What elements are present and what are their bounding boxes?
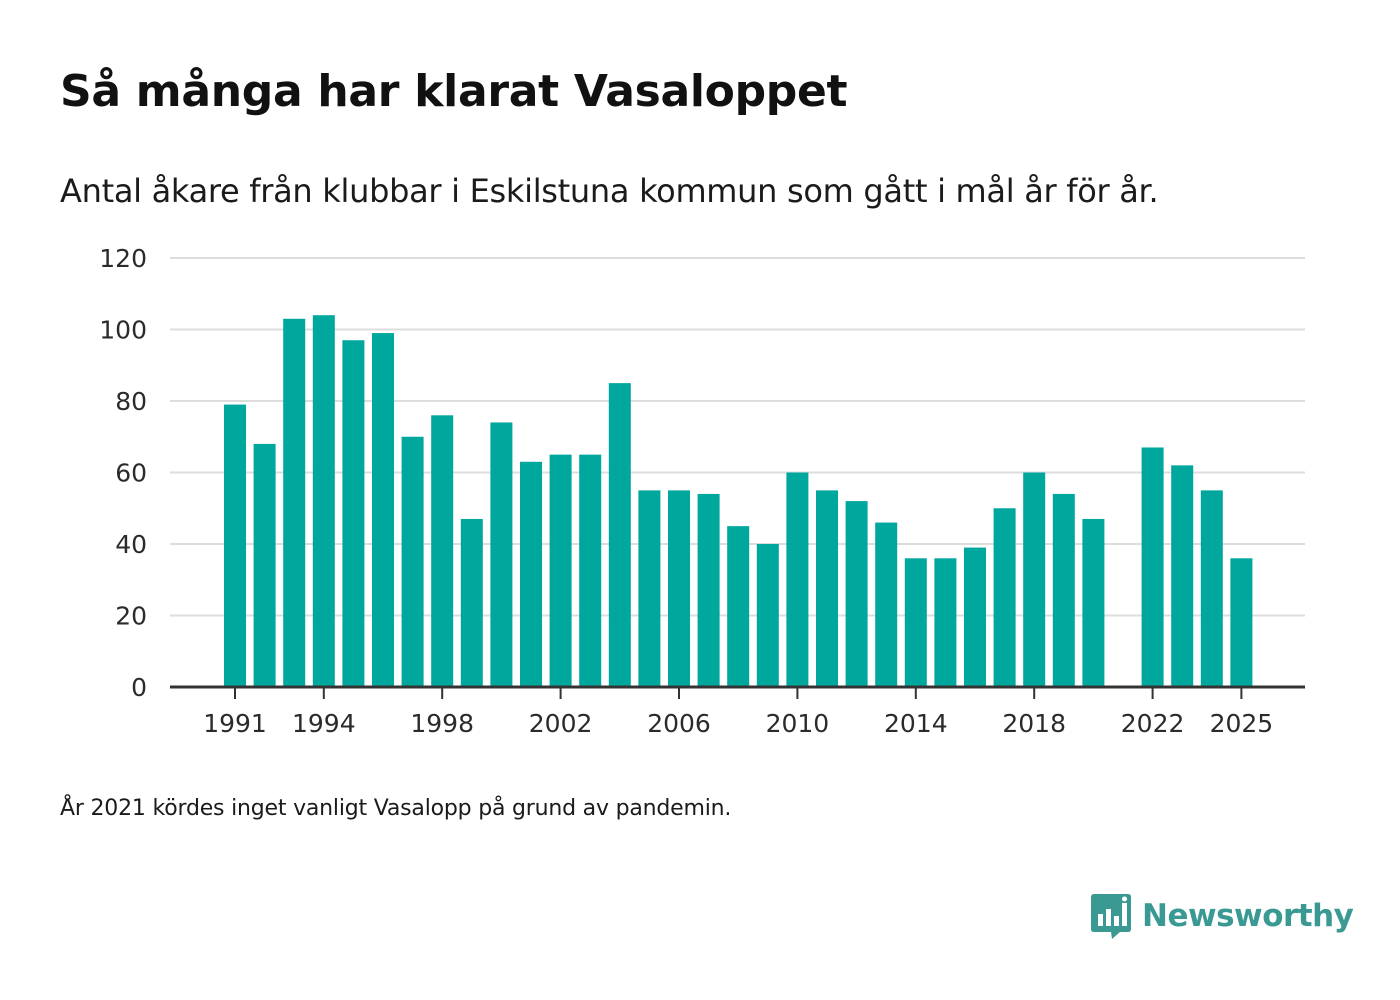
bar-2008 [727, 526, 750, 687]
bar-2019 [1052, 493, 1075, 687]
footnote: År 2021 kördes inget vanligt Vasalopp på… [60, 796, 732, 821]
bar-2015 [934, 558, 957, 687]
x-tick-label: 2025 [1210, 709, 1274, 738]
bar-1996 [372, 333, 394, 687]
bar-2012 [845, 501, 868, 687]
bar-1993 [283, 318, 306, 687]
bar-chart: 0 20 40 60 80 100 120 1991 1994 1998 2002 2006 2010 2… [99, 244, 1305, 738]
y-tick-label: 80 [115, 387, 147, 416]
bar-1994 [312, 315, 335, 687]
x-tick-label: 2018 [1002, 709, 1066, 738]
x-tick-label: 2010 [766, 709, 830, 738]
bar-1997 [401, 436, 424, 687]
bar-2017 [993, 508, 1016, 687]
x-tick-label: 1994 [292, 709, 356, 738]
bars [224, 315, 1253, 687]
bar-2003 [579, 454, 602, 687]
x-tick-label: 2022 [1121, 709, 1185, 738]
bar-2005 [638, 490, 661, 687]
bar-2024 [1200, 490, 1223, 687]
bar-2000 [490, 422, 513, 687]
y-tick-label: 120 [99, 244, 147, 273]
bar-2010 [786, 472, 809, 687]
bar-2018 [1023, 472, 1046, 687]
newsworthy-logo: Newsworthy [1090, 892, 1354, 940]
y-tick-label: 40 [115, 530, 147, 559]
bar-2013 [875, 522, 898, 687]
chart-title: Så många har klarat Vasaloppet [60, 66, 848, 117]
bar-2023 [1171, 465, 1194, 687]
bar-1999 [460, 518, 483, 687]
bar-2004 [608, 383, 631, 687]
x-tick-label: 1991 [203, 709, 267, 738]
chart-subtitle: Antal åkare från klubbar i Eskilstuna ko… [60, 172, 1159, 210]
bar-1992 [253, 443, 276, 687]
y-tick-label: 0 [131, 673, 147, 702]
bar-2014 [904, 558, 927, 687]
x-tick-label: 2006 [647, 709, 711, 738]
bar-1998 [431, 415, 454, 687]
bar-1995 [342, 340, 365, 687]
bar-2009 [756, 544, 779, 687]
y-tick-label: 20 [115, 602, 147, 631]
x-tick-label: 1998 [410, 709, 474, 738]
bar-2001 [520, 461, 542, 687]
x-tick-label: 2014 [884, 709, 948, 738]
bar-2016 [964, 547, 986, 687]
bar-2006 [668, 490, 690, 687]
y-tick-label: 60 [115, 459, 147, 488]
bar-2007 [697, 493, 720, 687]
x-tick-label: 2002 [529, 709, 593, 738]
bar-1991 [224, 404, 246, 687]
axes: 0 20 40 60 80 100 120 1991 1994 1998 2002 2006 2010 2… [99, 244, 1305, 738]
bar-2011 [816, 490, 838, 687]
newsworthy-logo-text: Newsworthy [1142, 898, 1354, 934]
y-tick-label: 100 [99, 316, 147, 345]
bar-2022 [1141, 447, 1164, 687]
bar-2002 [549, 454, 572, 687]
bar-2025 [1230, 558, 1253, 687]
bar-2020 [1082, 518, 1105, 687]
newsworthy-logo-icon [1091, 894, 1131, 939]
